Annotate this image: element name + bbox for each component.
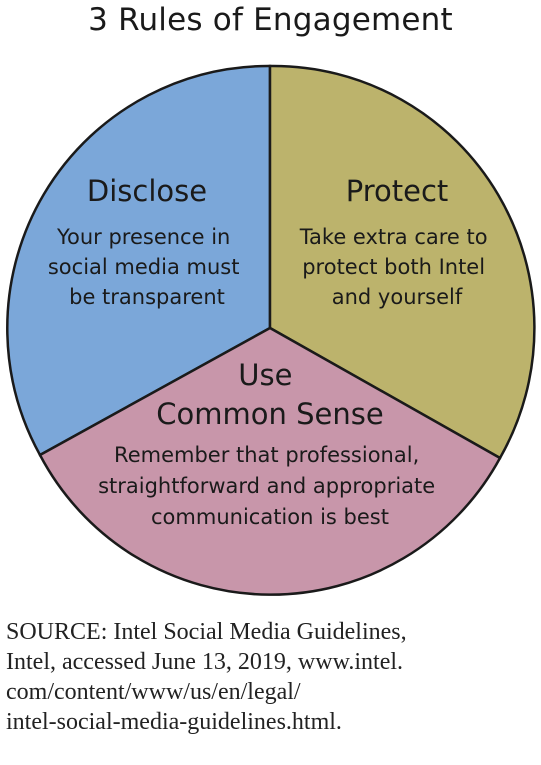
rules-pie-diagram: Disclose Your presence in social media m…	[6, 64, 536, 596]
common-sense-heading: Use Common Sense	[156, 358, 383, 431]
protect-heading: Protect	[346, 174, 449, 208]
disclose-wedge	[6, 64, 272, 457]
source-citation: SOURCE: Intel Social Media Guidelines, I…	[6, 617, 536, 737]
disclose-description: Your presence in social media must be tr…	[48, 225, 246, 309]
source-line: Intel, accessed June 13, 2019, www.intel…	[6, 649, 404, 675]
source-line: com/content/www/us/en/legal/	[6, 679, 301, 705]
disclose-heading: Disclose	[87, 174, 207, 208]
source-line: intel-social-media-guidelines.html.	[6, 709, 342, 735]
diagram-title: 3 Rules of Engagement	[88, 2, 453, 38]
common-sense-description: Remember that professional, straightforw…	[98, 443, 442, 529]
common-sense-wedge	[38, 326, 502, 596]
protect-wedge	[268, 64, 536, 460]
protect-description: Take extra care to protect both Intel an…	[299, 225, 495, 309]
source-line: SOURCE: Intel Social Media Guidelines,	[6, 619, 407, 645]
